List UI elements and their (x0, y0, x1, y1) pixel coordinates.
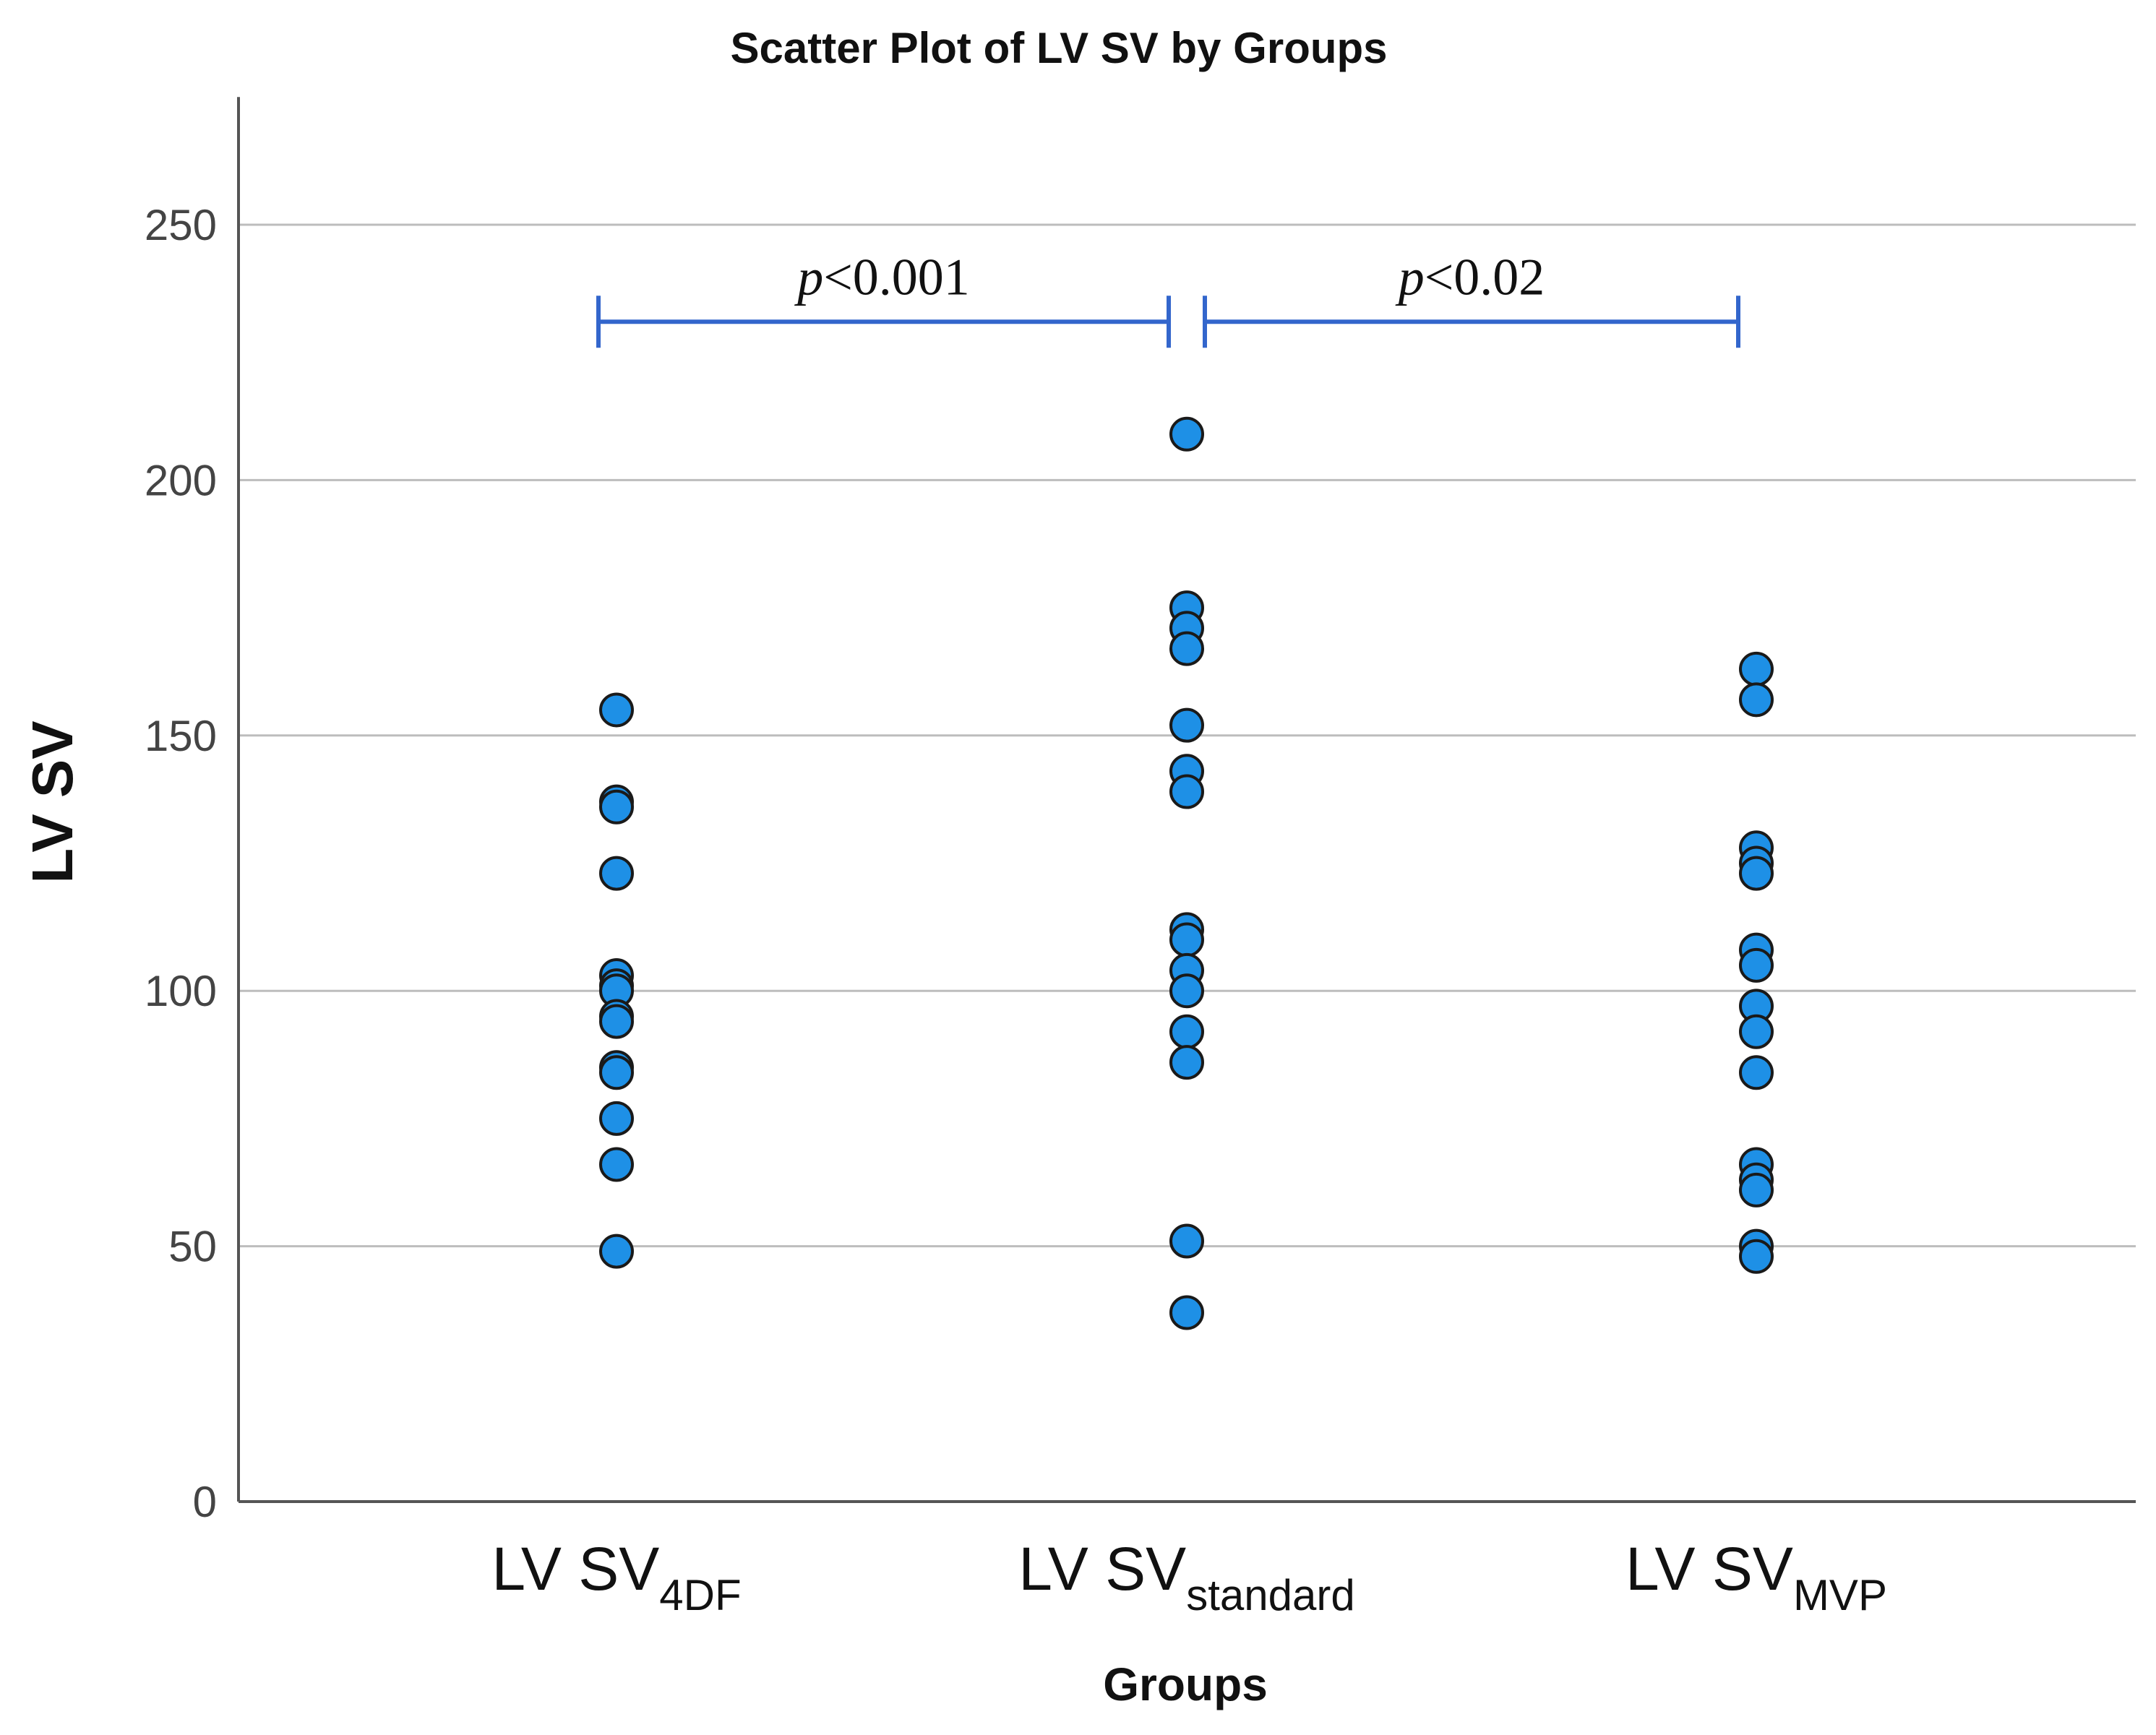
data-point (599, 1147, 634, 1182)
category-subscript: MVP (1793, 1571, 1887, 1619)
data-point (1169, 416, 1204, 452)
data-point (1169, 1045, 1204, 1080)
y-tick-label: 50 (168, 1223, 217, 1271)
data-point (1739, 947, 1774, 983)
category-subscript: 4DF (659, 1571, 741, 1619)
data-points (599, 416, 1774, 1330)
axes (237, 97, 2136, 1503)
data-point (1739, 1055, 1774, 1090)
x-axis-title: Groups (1103, 1658, 1268, 1710)
chart-title: Scatter Plot of LV SV by Groups (730, 24, 1387, 72)
data-point (1169, 973, 1204, 1009)
category-subscript: standard (1186, 1571, 1355, 1619)
y-tick-labels: 0 50 100 150 200 250 (145, 201, 217, 1526)
p-symbol: p (1395, 248, 1425, 306)
y-tick-label: 200 (145, 456, 217, 504)
p-threshold: <0.001 (823, 248, 970, 306)
data-point (1169, 1295, 1204, 1330)
data-point (599, 1101, 634, 1136)
data-point (599, 692, 634, 728)
x-category-label: LV SVstandard (1018, 1535, 1354, 1619)
data-point (1739, 1172, 1774, 1207)
y-tick-label: 150 (145, 712, 217, 760)
data-point (1169, 922, 1204, 957)
x-category-label: LV SVMVP (1625, 1535, 1887, 1619)
data-point (599, 1055, 634, 1090)
data-point (1739, 1239, 1774, 1274)
data-point (1169, 1014, 1204, 1049)
data-point (1169, 1223, 1204, 1259)
data-point (1739, 651, 1774, 686)
p-symbol: p (794, 248, 823, 306)
p-value-label: p<0.001 (794, 248, 970, 306)
category-main-text: LV SV (491, 1535, 659, 1603)
data-point (599, 789, 634, 825)
y-tick-label: 100 (145, 967, 217, 1015)
data-point (1169, 631, 1204, 666)
data-point (599, 1234, 634, 1269)
category-main-text: LV SV (1625, 1535, 1793, 1603)
y-tick-label: 0 (193, 1478, 217, 1526)
y-tick-label: 250 (145, 201, 217, 249)
data-point (1169, 707, 1204, 743)
data-point (1739, 682, 1774, 718)
significance-annotations: p<0.001 p<0.02 (596, 248, 1740, 348)
data-point (599, 856, 634, 891)
data-point (1739, 1014, 1774, 1049)
y-axis-title: LV SV (20, 720, 85, 883)
x-category-labels: LV SV4DF LV SVstandard LV SVMVP (491, 1535, 1887, 1619)
category-main-text: LV SV (1018, 1535, 1186, 1603)
p-value-label: p<0.02 (1395, 248, 1545, 306)
data-point (1739, 856, 1774, 891)
x-category-label: LV SV4DF (491, 1535, 741, 1619)
data-point (599, 1004, 634, 1039)
data-point (1169, 774, 1204, 809)
p-threshold: <0.02 (1425, 248, 1545, 306)
